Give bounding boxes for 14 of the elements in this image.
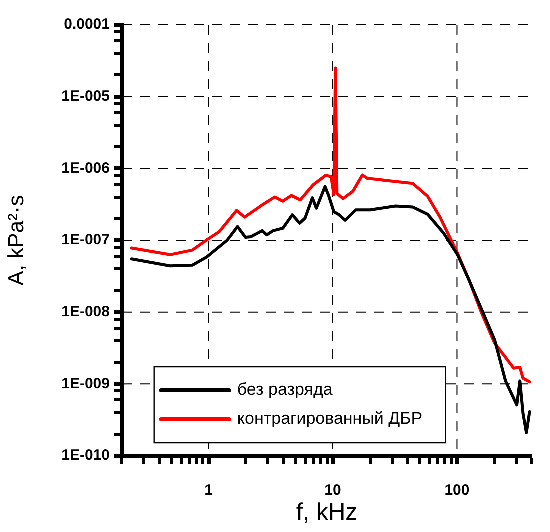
y-tick-label: 1E-008 — [62, 303, 110, 320]
x-tick-label: 100 — [444, 482, 470, 500]
y-axis-title: A, kPa²·s — [3, 195, 28, 286]
y-tick-label: 0.0001 — [64, 16, 110, 34]
y-tick-label: 1E-010 — [62, 447, 110, 464]
x-tick-label: 10 — [324, 482, 342, 500]
x-axis-title: f, kHz — [296, 499, 358, 526]
legend-label: без разряда — [237, 380, 334, 400]
y-tick-label: 1E-007 — [62, 232, 110, 249]
y-tick-label: 1E-005 — [62, 88, 110, 105]
x-tick-label: 1 — [204, 482, 213, 500]
y-tick-label: 1E-006 — [62, 160, 110, 177]
legend-label: контрагированный ДБР — [237, 409, 423, 428]
y-tick-label: 1E-009 — [62, 375, 110, 392]
